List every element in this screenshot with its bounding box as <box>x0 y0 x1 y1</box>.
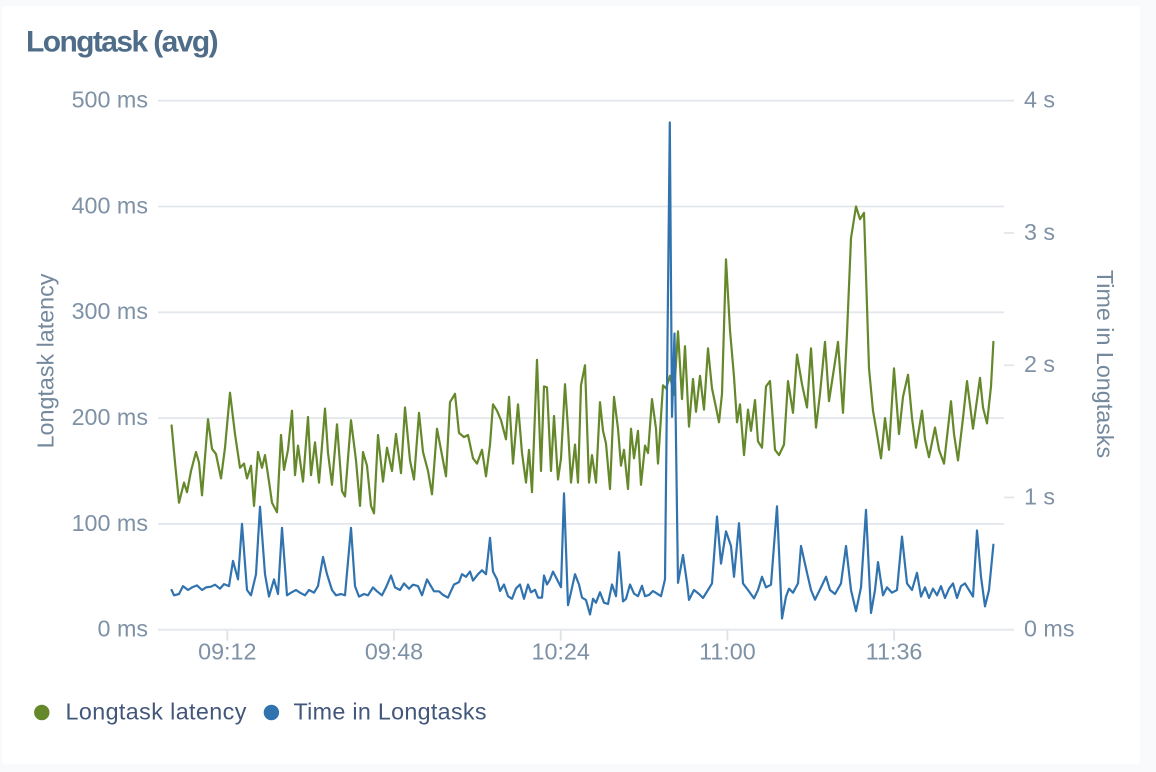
svg-text:10:24: 10:24 <box>532 639 590 665</box>
svg-text:400 ms: 400 ms <box>72 192 148 218</box>
svg-text:11:36: 11:36 <box>866 639 923 665</box>
svg-text:100 ms: 100 ms <box>72 510 148 536</box>
svg-text:3 s: 3 s <box>1024 219 1055 245</box>
svg-text:2 s: 2 s <box>1024 351 1055 377</box>
svg-text:4 s: 4 s <box>1024 87 1055 113</box>
svg-text:09:12: 09:12 <box>198 639 256 665</box>
svg-text:Longtask latency: Longtask latency <box>33 273 59 448</box>
svg-text:09:48: 09:48 <box>365 639 423 665</box>
svg-text:Time in Longtasks: Time in Longtasks <box>1092 270 1118 458</box>
svg-text:Longtask (avg): Longtask (avg) <box>26 26 218 59</box>
svg-text:11:00: 11:00 <box>699 639 756 665</box>
svg-text:0 ms: 0 ms <box>98 616 148 642</box>
svg-text:200 ms: 200 ms <box>72 404 148 430</box>
svg-text:500 ms: 500 ms <box>72 87 148 113</box>
svg-text:Time in Longtasks: Time in Longtasks <box>294 699 487 725</box>
svg-text:300 ms: 300 ms <box>72 298 148 324</box>
svg-text:0 ms: 0 ms <box>1024 616 1074 642</box>
svg-text:1 s: 1 s <box>1024 483 1055 509</box>
svg-text:Longtask latency: Longtask latency <box>66 699 247 725</box>
